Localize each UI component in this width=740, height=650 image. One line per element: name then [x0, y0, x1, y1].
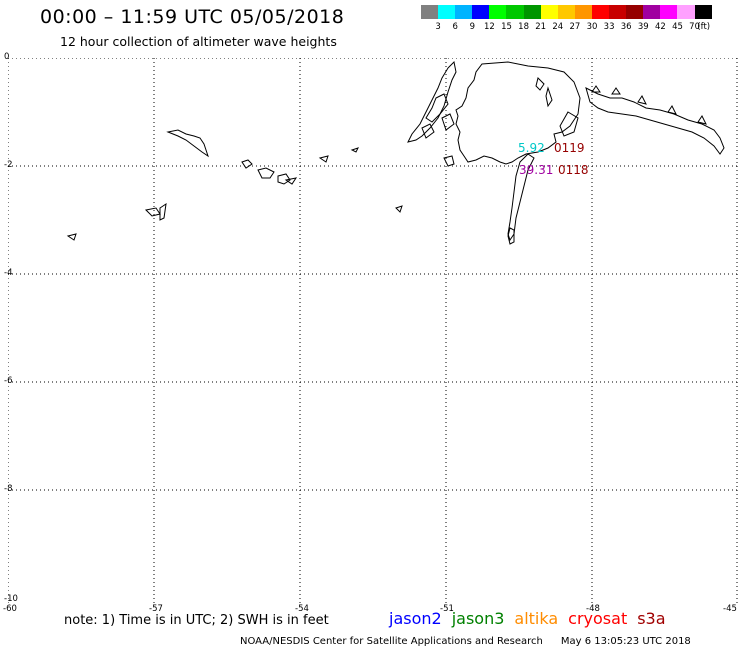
coast-south-islet	[507, 227, 515, 245]
observations: 0119 0118 39.31 5.92	[518, 141, 589, 177]
sat-s3a: s3a	[637, 609, 666, 628]
island-12	[395, 205, 403, 213]
coast-east-arm-notches	[591, 85, 707, 125]
ytick-2: -2	[4, 160, 13, 170]
coast-lake-2	[545, 86, 553, 108]
legend-label: 3	[435, 22, 441, 32]
obs-39-31: 39.31	[519, 163, 553, 177]
map-subtitle: 12 hour collection of altimeter wave hei…	[60, 34, 337, 49]
map-title: 00:00 – 11:59 UTC 05/05/2018	[40, 6, 345, 28]
footer-credit: NOAA/NESDIS Center for Satellite Applica…	[240, 636, 691, 647]
legend-swatch	[677, 5, 695, 19]
island-7	[350, 147, 359, 153]
ytick-8: -8	[4, 484, 13, 494]
coast-main-island	[455, 61, 581, 165]
xtick-57: -57	[149, 604, 163, 614]
legend-swatch	[626, 5, 644, 19]
legend-swatch	[557, 5, 575, 19]
coast-fjords	[421, 93, 455, 139]
island-4	[277, 173, 291, 185]
legend-label: 9	[469, 22, 476, 32]
satellite-legend: jason2 jason3 altika cryosat s3a	[389, 609, 666, 628]
legend-label: 33	[603, 22, 615, 32]
coast-west-fringe	[407, 60, 457, 143]
island-5	[284, 177, 298, 185]
legend-label: 70	[689, 22, 701, 32]
legend-swatch	[506, 5, 524, 19]
island-2	[241, 159, 253, 169]
xtick-54: -54	[295, 604, 309, 614]
legend-swatch	[455, 5, 473, 19]
legend-swatch	[523, 5, 541, 19]
xtick-45: -45	[723, 604, 737, 614]
credit-org: NOAA/NESDIS Center for Satellite Applica…	[240, 636, 543, 647]
legend-swatch	[489, 5, 507, 19]
legend-label: 27	[569, 22, 581, 32]
xtick-51: -51	[440, 604, 454, 614]
island-9	[144, 207, 161, 217]
ytick-0: 0	[4, 52, 10, 62]
coast-south-peninsula	[507, 153, 535, 242]
legend-label: 12	[483, 22, 495, 32]
ytick-10: -10	[4, 594, 18, 604]
legend-swatch	[591, 5, 610, 19]
coast-inlet	[559, 111, 579, 137]
legend-swatch	[609, 5, 627, 19]
island-8	[443, 155, 455, 167]
legend-swatch	[574, 5, 592, 19]
legend-label: 15	[501, 22, 512, 32]
island-3	[257, 167, 275, 179]
obs-0119: 0119	[554, 141, 585, 155]
island-6	[318, 155, 329, 163]
credit-timestamp: May 6 13:05:23 UTC 2018	[560, 636, 691, 647]
legend-swatch	[472, 5, 490, 19]
island-11	[66, 233, 77, 241]
legend-swatch	[438, 5, 456, 19]
legend-label: 42	[654, 22, 666, 32]
legend-labels: 3 6 9 12 15 18 21 24 27 30 33 36 39 42 45 70 (ft)	[421, 22, 729, 36]
legend-label: 6	[452, 22, 458, 32]
legend-label: 30	[586, 22, 598, 32]
xtick-48: -48	[586, 604, 600, 614]
xtick-60: -60	[3, 604, 17, 614]
legend-swatch	[421, 5, 439, 19]
legend-label: 24	[552, 22, 564, 32]
coast-lake	[535, 77, 545, 91]
island-10	[159, 202, 167, 221]
footer-note: note: 1) Time is in UTC; 2) SWH is in fe…	[64, 613, 329, 628]
ytick-4: -4	[4, 268, 13, 278]
wave-height-legend: 3 6 9 12 15 18 21 24 27 30 33 36 39 42 45 70 (ft)	[421, 5, 729, 32]
sat-altika: altika	[514, 609, 559, 628]
legend-swatch	[660, 5, 678, 19]
legend-swatch	[643, 5, 661, 19]
sat-jason3: jason3	[451, 609, 505, 628]
gridlines	[8, 58, 738, 606]
island-1	[166, 129, 209, 158]
coast-east-arm	[585, 87, 725, 155]
legend-label: 36	[620, 22, 632, 32]
map-canvas: 0119 0118 39.31 5.92	[8, 58, 738, 606]
coastline	[66, 60, 725, 245]
legend-unit: (ft)	[697, 22, 711, 32]
legend-swatches	[421, 5, 729, 19]
legend-label: 45	[672, 22, 683, 32]
sat-jason2: jason2	[389, 609, 442, 628]
legend-label: 18	[518, 22, 530, 32]
obs-5-92: 5.92	[518, 141, 545, 155]
legend-label: 21	[535, 22, 547, 32]
legend-label: 39	[637, 22, 649, 32]
obs-0118: 0118	[558, 163, 589, 177]
legend-swatch	[540, 5, 558, 19]
ytick-6: -6	[4, 376, 13, 386]
legend-swatch	[694, 5, 712, 19]
sat-cryosat: cryosat	[568, 609, 628, 628]
